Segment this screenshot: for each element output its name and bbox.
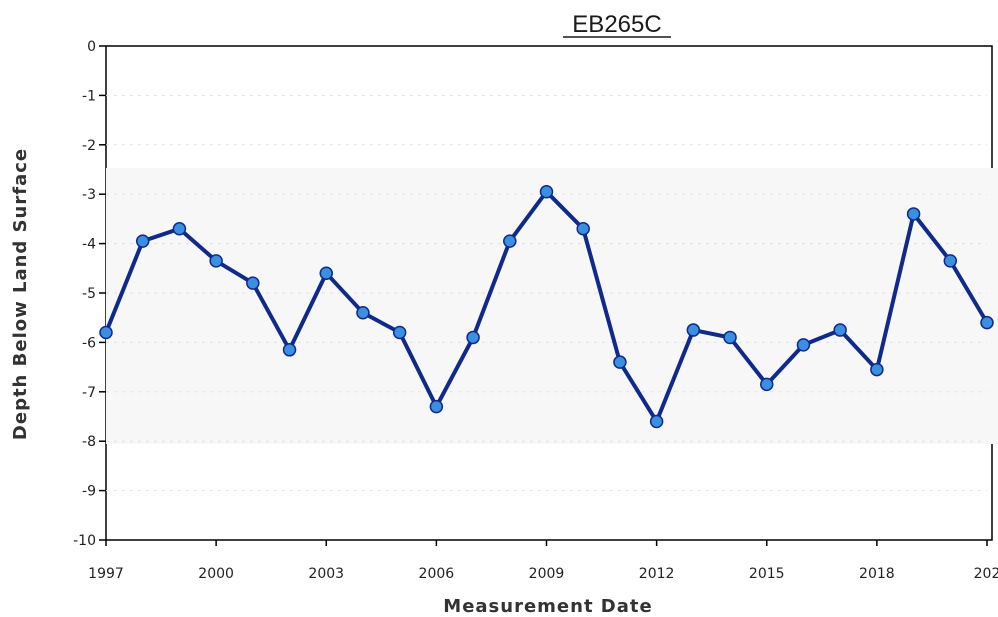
data-point <box>576 222 590 236</box>
data-point <box>723 330 737 345</box>
y-tick-label: -9 <box>82 484 96 500</box>
grid-lines <box>106 94 987 492</box>
data-point <box>99 325 113 340</box>
y-tick-label: -6 <box>82 335 96 351</box>
y-tick-label: -2 <box>82 138 96 154</box>
x-tick-label: 2006 <box>419 566 455 582</box>
data-point <box>649 414 664 429</box>
data-point <box>943 254 958 268</box>
data-point <box>429 399 444 414</box>
data-point <box>833 323 847 337</box>
data-point <box>503 234 517 248</box>
data-point <box>796 338 811 352</box>
y-tick-label: -1 <box>82 88 96 104</box>
data-point <box>539 184 554 199</box>
data-point <box>319 266 333 280</box>
plot-band <box>106 168 998 444</box>
y-axis-ticks: 0 -1 -2 -3 -4 -5 -6 -7 -8 -9 -10 <box>73 39 106 549</box>
x-tick-label: 1997 <box>88 566 124 582</box>
data-point <box>980 315 994 330</box>
x-tick-label: 2018 <box>859 566 895 582</box>
x-tick-label: 2015 <box>749 566 785 582</box>
data-point <box>870 362 884 377</box>
data-point <box>466 330 480 345</box>
chart-title: EB265C <box>572 11 661 38</box>
data-point <box>209 254 223 268</box>
data-point <box>135 234 150 248</box>
y-axis-label: Depth Below Land Surface <box>10 148 31 440</box>
data-point <box>356 306 370 320</box>
y-tick-label: -8 <box>82 434 96 450</box>
data-point <box>282 343 297 357</box>
data-point <box>392 325 407 340</box>
y-tick-label: -3 <box>82 187 96 203</box>
x-axis-label: Measurement Date <box>443 596 652 617</box>
data-point <box>760 377 774 392</box>
data-point <box>246 276 260 290</box>
x-tick-label: 2003 <box>308 566 344 582</box>
x-tick-label: 202 <box>974 566 998 582</box>
data-point <box>686 323 701 337</box>
y-tick-label: -4 <box>82 237 96 253</box>
data-point <box>613 355 627 369</box>
x-tick-label: 2012 <box>639 566 675 582</box>
y-tick-label: -10 <box>73 533 96 549</box>
y-tick-label: -5 <box>82 286 96 302</box>
data-series <box>99 184 994 429</box>
x-axis-ticks: 1997 2000 2003 2006 2009 2012 2015 2018 202 <box>88 540 998 582</box>
x-tick-label: 2000 <box>198 566 234 582</box>
y-tick-label: 0 <box>87 39 96 55</box>
y-tick-label: -7 <box>82 385 96 401</box>
data-point <box>906 207 921 221</box>
data-point <box>172 222 187 236</box>
x-tick-label: 2009 <box>529 566 565 582</box>
